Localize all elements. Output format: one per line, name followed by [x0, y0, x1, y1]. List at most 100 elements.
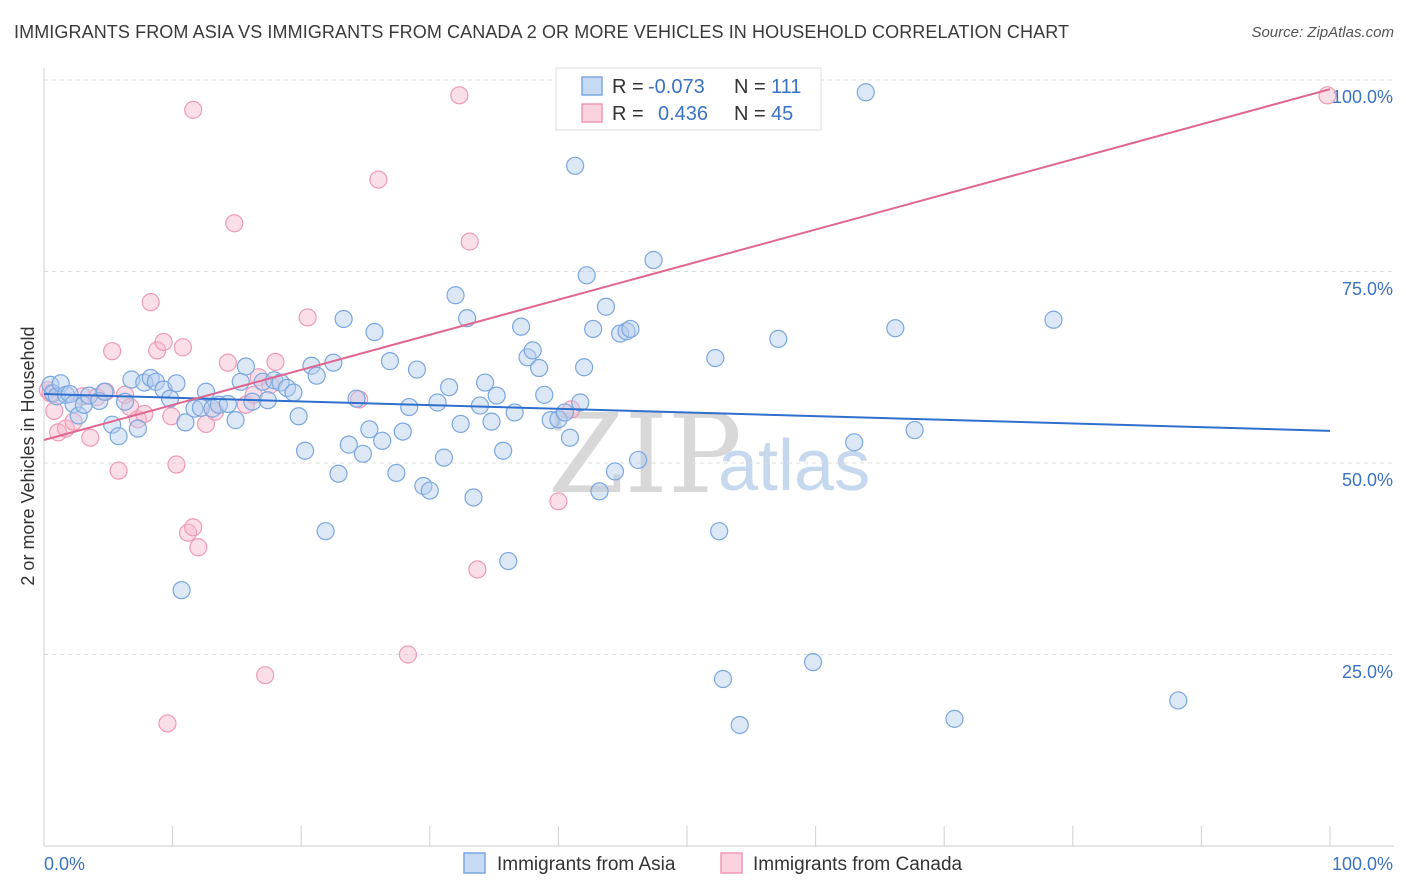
data-point-canada	[45, 401, 64, 421]
data-point-asia	[74, 395, 93, 414]
data-point-asia	[176, 413, 195, 432]
data-point-asia	[644, 250, 663, 270]
bottom-legend-label-canada: Immigrants from Canada	[753, 854, 963, 875]
data-point-asia	[1169, 691, 1188, 710]
data-point-canada	[460, 232, 479, 251]
data-point-asia	[730, 715, 749, 735]
y-tick-label-100: 100.0%	[1332, 87, 1393, 107]
data-point-asia	[549, 410, 568, 429]
data-point-asia	[577, 266, 596, 285]
data-point-asia	[360, 420, 379, 439]
data-point-asia	[373, 431, 392, 450]
legend-r-label-canada: R =	[612, 103, 644, 125]
data-point-asia	[347, 389, 366, 408]
watermark-atlas: atlas	[718, 426, 870, 506]
data-point-asia	[482, 412, 501, 431]
data-point-asia	[523, 341, 542, 360]
data-point-asia	[334, 309, 353, 329]
data-point-asia	[420, 481, 439, 500]
data-point-asia	[434, 448, 454, 467]
data-point-asia	[329, 464, 348, 483]
legend-swatch-asia	[581, 76, 603, 96]
data-point-asia	[307, 366, 326, 385]
data-point-canada	[266, 352, 285, 371]
data-point-asia	[475, 373, 495, 392]
data-point-canada	[184, 518, 203, 537]
legend-n-value-asia: 111	[771, 76, 801, 98]
data-point-asia	[555, 403, 574, 422]
data-point-canada	[158, 714, 177, 733]
data-point-canada	[109, 461, 128, 480]
data-point-asia	[128, 419, 147, 438]
data-point-asia	[400, 397, 419, 417]
data-point-asia	[713, 669, 733, 689]
data-point-asia	[945, 709, 964, 728]
data-point-canada	[103, 342, 122, 361]
data-point-canada	[549, 492, 568, 511]
data-point-asia	[277, 378, 297, 398]
data-point-asia	[886, 319, 905, 338]
data-point-asia	[339, 435, 358, 454]
data-point-asia	[710, 522, 729, 541]
data-point-canada	[225, 214, 244, 233]
legend-r-label-asia: R =	[612, 76, 644, 98]
data-point-asia	[439, 378, 459, 397]
data-point-asia	[236, 357, 256, 376]
data-point-asia	[494, 441, 513, 460]
data-point-asia	[530, 358, 549, 378]
stats-legend: R = -0.073 N = 111 R = 0.436 N = 45	[555, 67, 822, 131]
data-point-asia	[451, 414, 470, 434]
data-point-asia	[1044, 310, 1063, 329]
bottom-legend-label-asia: Immigrants from Asia	[497, 854, 676, 875]
y-axis-label: 2 or more Vehicles in Household	[18, 326, 38, 585]
data-point-asia	[380, 352, 400, 371]
data-point-asia	[387, 463, 406, 483]
data-point-canada	[398, 645, 418, 664]
data-point-canada	[141, 293, 160, 312]
data-point-asia	[621, 319, 640, 339]
data-point-canada	[196, 414, 216, 434]
bottom-legend-swatch-asia	[463, 852, 486, 874]
data-point-asia	[566, 156, 585, 175]
trend-line-asia	[43, 393, 1331, 432]
data-point-asia	[185, 399, 204, 418]
data-point-asia	[284, 383, 303, 402]
data-point-asia	[706, 348, 725, 368]
legend-n-label-asia: N =	[734, 76, 766, 98]
data-point-canada	[178, 523, 198, 542]
data-point-canada	[450, 86, 469, 105]
data-point-asia	[512, 317, 531, 336]
data-point-asia	[289, 407, 308, 426]
series-canada-points	[38, 86, 1337, 733]
data-point-asia	[803, 653, 823, 672]
data-point-canada	[167, 455, 186, 474]
data-point-asia	[393, 422, 412, 441]
data-point-asia	[575, 358, 594, 377]
data-point-asia	[629, 450, 648, 470]
data-point-asia	[464, 488, 483, 507]
legend-n-value-canada: 45	[771, 103, 793, 125]
data-point-canada	[184, 100, 203, 119]
y-tick-label-75: 75.0%	[1342, 279, 1393, 299]
data-point-canada	[189, 538, 208, 557]
data-point-asia	[845, 433, 864, 452]
trend-line-canada	[43, 88, 1331, 441]
chart-title: IMMIGRANTS FROM ASIA VS IMMIGRANTS FROM …	[14, 22, 1070, 42]
data-point-asia	[218, 394, 237, 414]
source-credit: Source: ZipAtlas.com	[1251, 24, 1394, 41]
data-point-asia	[316, 522, 335, 541]
series-legend: Immigrants from Asia Immigrants from Can…	[463, 852, 963, 875]
data-point-canada	[154, 332, 173, 352]
data-point-asia	[226, 411, 245, 430]
legend-r-value-canada: 0.436	[658, 103, 708, 125]
data-point-asia	[499, 551, 518, 571]
data-point-asia	[905, 420, 924, 440]
data-point-asia	[769, 329, 788, 349]
data-point-asia	[109, 427, 128, 446]
data-point-asia	[541, 411, 560, 430]
data-point-asia	[560, 428, 580, 447]
y-axis-tick-labels: 100.0% 75.0% 50.0% 25.0%	[1332, 87, 1393, 682]
data-point-canada	[468, 560, 487, 579]
x-tick-label-max: 100.0%	[1332, 854, 1393, 874]
